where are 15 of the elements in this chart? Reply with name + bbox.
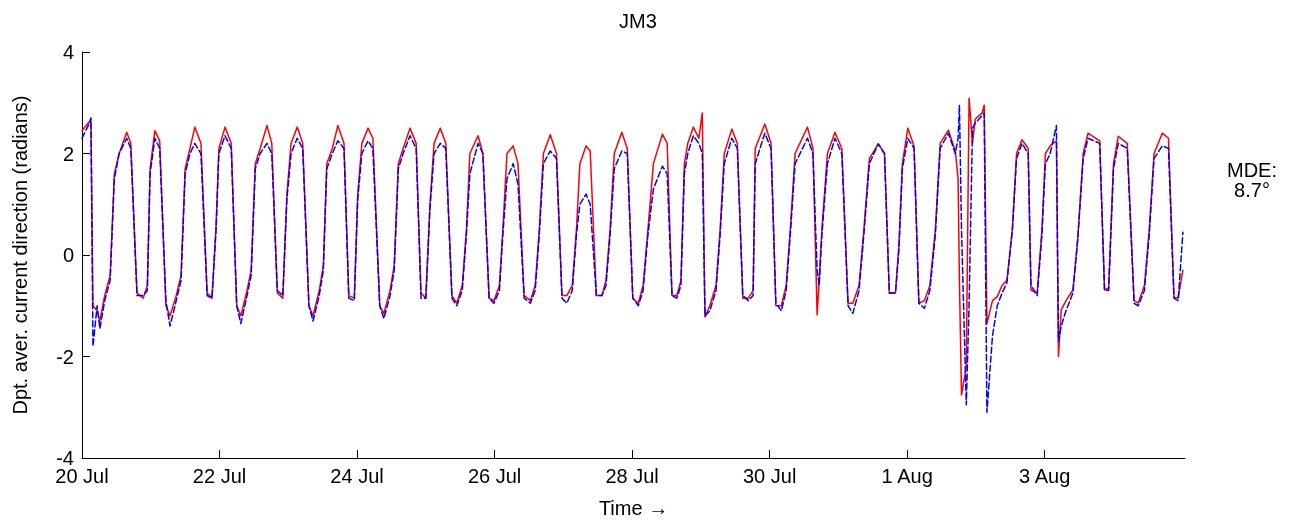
x-axis-title: Time → (598, 497, 669, 519)
x-tick-label: 28 Jul (605, 465, 659, 487)
x-tick-label: 22 Jul (192, 465, 247, 487)
x-tick-label: 24 Jul (330, 465, 384, 487)
chart-title: JM3 (619, 10, 657, 32)
y-tick-label: 4 (62, 41, 74, 63)
y-tick-label: -2 (56, 345, 74, 368)
text: MDE: 8.7° (1227, 159, 1277, 201)
y-axis-title: Dpt. aver. current direction (radians) (9, 95, 31, 415)
x-tick-label: 26 Jul (467, 465, 522, 487)
x-tick-label: 1 Aug (881, 465, 933, 487)
y-tick-label: 0 (62, 244, 74, 266)
y-tick-label: 2 (62, 142, 74, 165)
x-tick-label: 30 Jul (742, 465, 797, 487)
x-tick-label: 3 Aug (1019, 465, 1071, 487)
